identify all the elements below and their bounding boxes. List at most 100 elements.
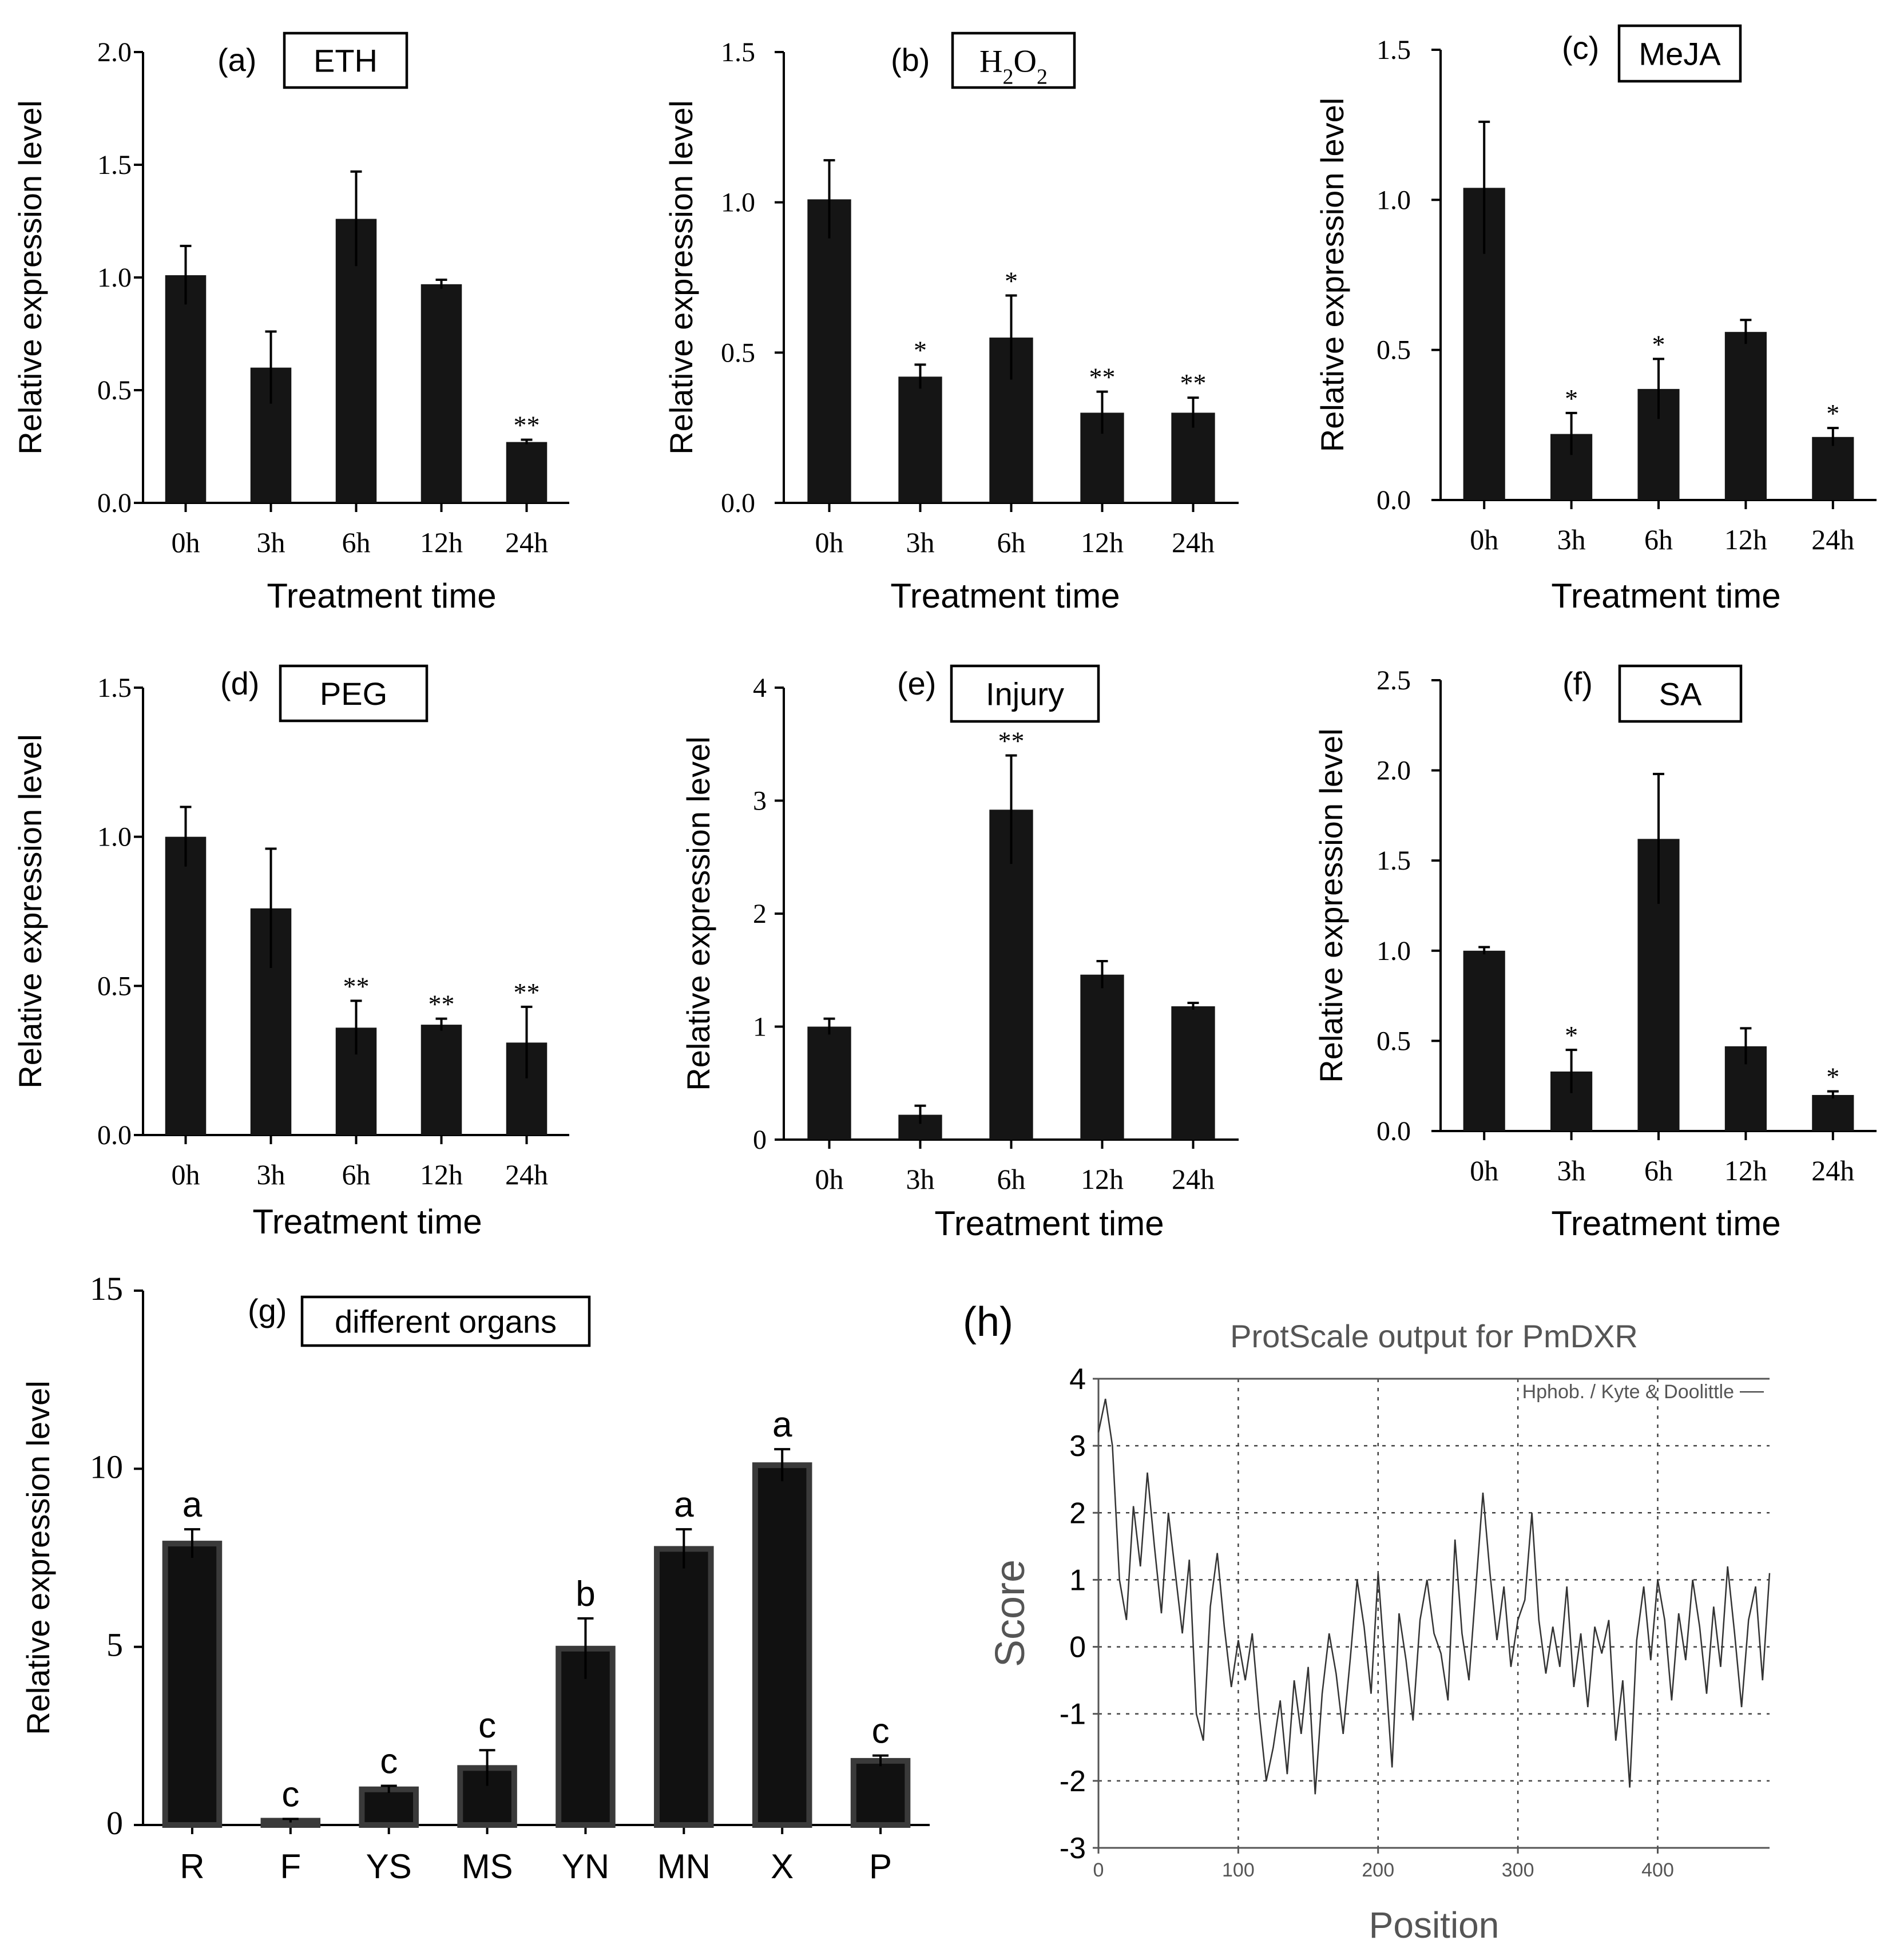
error-bar-12h [1740,319,1752,344]
y-tick-label: 1.0 [97,263,132,293]
bar-24h [1171,1006,1215,1140]
panel-e-injury: 0 1 2 3 4 0h 3h ** 6h 12h 24h Relative expression l… [680,664,1239,1243]
significance-label: b [576,1574,595,1614]
y-tick-label: 3 [1069,1430,1086,1463]
title-label: Injury [986,676,1064,712]
error-bar-12h [435,1017,447,1031]
significance-label: * [1565,384,1578,413]
y-tick-label: 2.5 [1377,665,1411,696]
x-tick-label: 24h [1811,1154,1854,1187]
error-bar-YS [380,1784,397,1793]
y-tick-label: 4 [1069,1363,1086,1396]
error-bar-12h [1740,1027,1752,1065]
error-bar-6h [1653,358,1664,419]
x-axis-label: Treatment time [252,1203,482,1241]
error-bar-MS [479,1749,495,1786]
title-label: different organs [335,1304,557,1340]
title-box [283,31,408,89]
error-bar-6h [1005,294,1017,380]
title-box [950,664,1100,723]
bar-12h [1080,974,1124,1140]
y-tick-label: 2.0 [97,37,132,68]
x-tick-label: 12h [1081,526,1124,558]
x-axis-label: Treatment time [1551,577,1780,615]
y-axis-label: Relative expression level [12,100,48,454]
error-bar-24h [1187,396,1199,428]
error-bar-24h [521,438,533,445]
x-tick-label: 3h [1557,523,1586,556]
y-tick-label: -3 [1060,1832,1086,1865]
error-bar-MN [676,1528,692,1569]
significance-label: * [1565,1021,1578,1050]
y-tick-label: 0.5 [721,338,755,368]
title-box [1617,24,1742,83]
bar-0h [165,836,207,1135]
error-bar-0h [823,159,835,239]
title-label: MeJA [1639,36,1721,72]
y-tick-label: 1.5 [721,37,755,68]
x-axis-label: Treatment time [890,577,1120,615]
error-bar-6h [350,999,362,1055]
error-bar-X [774,1448,791,1482]
x-tick-label: 400 [1641,1859,1674,1881]
title-box [279,664,429,723]
x-tick-label: 3h [906,1163,935,1195]
error-bar-3h [914,1104,926,1124]
bar-24h [1812,437,1854,500]
panel-label: (h) [963,1299,1013,1345]
significance-label: ** [429,990,455,1019]
y-tick-label: 1.5 [1377,35,1411,65]
y-tick-label: 0.0 [97,1120,132,1150]
bar-0h [1463,950,1505,1131]
panel-label: (g) [248,1292,287,1328]
y-tick-label: 3 [753,786,767,816]
legend-label: Hphob. / Kyte & Doolittle [1522,1381,1734,1403]
x-tick-label: 0h [172,1158,200,1191]
y-tick-label: 0.0 [1377,1116,1411,1146]
significance-label: a [772,1405,792,1445]
bar-MN [654,1546,714,1828]
bar-12h [421,284,462,503]
x-tick-label: 24h [1811,523,1854,556]
significance-label: * [1826,399,1839,428]
significance-label: ** [1089,363,1116,392]
title-part-h: H [979,44,1002,80]
error-bar-0h [1478,946,1490,955]
significance-label: * [1005,267,1018,296]
bar-6h [989,810,1033,1140]
y-tick-label: 4 [753,673,767,703]
x-tick-label: 6h [997,526,1026,558]
y-tick-label: 0.0 [721,488,755,518]
error-bar-24h [1187,1002,1199,1010]
title-label: ETH [314,43,378,79]
error-bar-24h [1827,427,1839,446]
x-tick-label: 24h [505,1158,548,1191]
x-tick-label: 12h [1081,1163,1124,1195]
error-bar-0h [180,806,192,867]
chart-title: ProtScale output for PmDXR [1230,1318,1638,1354]
significance-label: c [478,1706,496,1745]
y-tick-label: 0 [753,1125,767,1155]
bar-24h [506,442,548,503]
error-bar-6h [1653,772,1664,904]
x-tick-label: 3h [1557,1154,1586,1187]
title-part-o: O [1014,44,1037,80]
x-axis-label: Treatment time [1551,1204,1780,1243]
bar-0h [165,275,207,503]
x-tick-label: 0h [1470,1154,1498,1187]
y-tick-label: 1 [753,1012,767,1042]
y-tick-label: 10 [90,1448,123,1485]
y-axis-label: Relative expression level [20,1380,56,1735]
y-tick-label: 5 [106,1626,123,1664]
panel-label: (e) [897,665,936,701]
error-bar-3h [265,847,277,969]
x-tick-label: 0 [1093,1859,1104,1881]
significance-label: a [183,1485,203,1525]
title-label: SA [1659,676,1702,712]
significance-label: ** [514,978,540,1007]
x-tick-label: X [771,1847,794,1886]
x-tick-label: 24h [505,526,548,558]
y-tick-label: 0 [1069,1631,1086,1664]
title-box [951,31,1076,89]
